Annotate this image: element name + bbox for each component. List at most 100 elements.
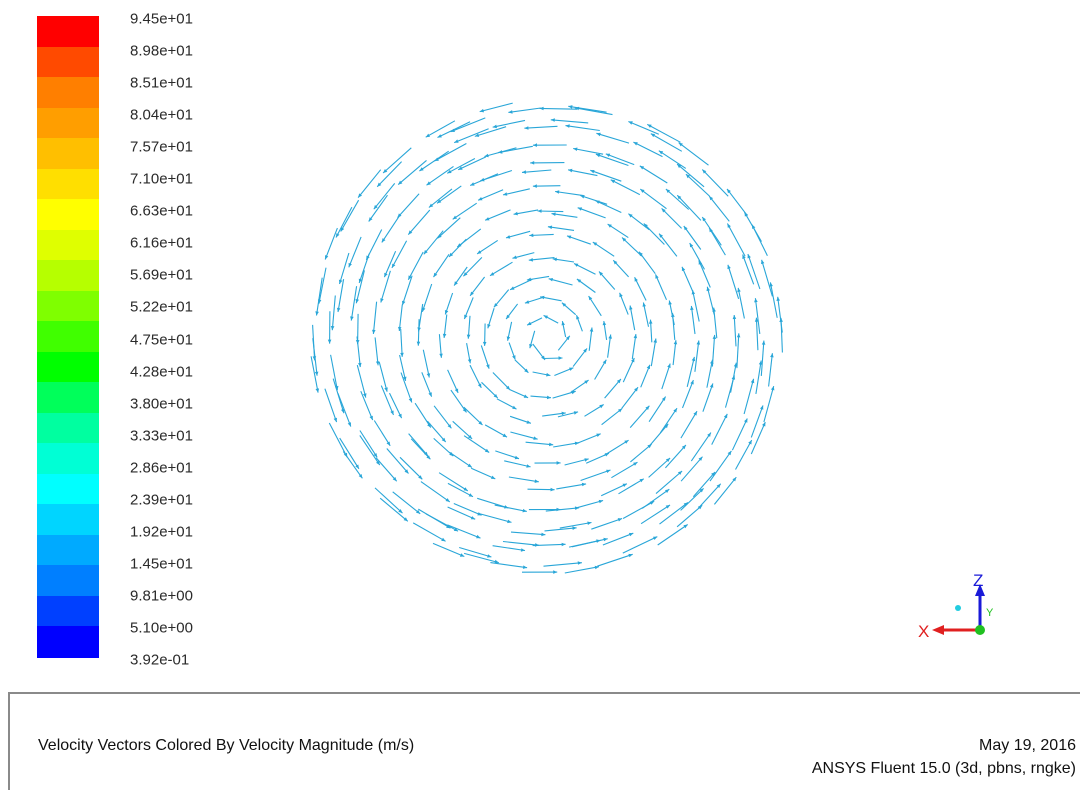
legend-color-bar xyxy=(37,16,99,658)
velocity-vector xyxy=(453,502,482,516)
velocity-vector-arrowhead xyxy=(507,519,512,524)
velocity-vector xyxy=(709,450,732,482)
velocity-vector-arrowhead xyxy=(727,188,731,194)
velocity-vector-arrowhead xyxy=(744,212,748,217)
velocity-vector-arrowhead xyxy=(373,205,378,210)
velocity-vector xyxy=(638,251,656,275)
velocity-vector-arrowhead xyxy=(380,298,384,303)
legend-swatch xyxy=(37,138,99,170)
velocity-vector xyxy=(331,295,336,331)
velocity-vector xyxy=(726,188,748,217)
velocity-vector xyxy=(425,120,456,138)
velocity-vector-arrowhead xyxy=(325,255,329,260)
velocity-vector-arrowhead xyxy=(561,321,565,326)
velocity-vector-arrowhead xyxy=(423,250,428,255)
velocity-vector-arrowhead xyxy=(574,506,580,510)
velocity-vector-arrowhead xyxy=(439,353,443,358)
velocity-vector xyxy=(665,188,690,210)
velocity-vector-arrowhead xyxy=(653,338,657,343)
velocity-vector-arrowhead xyxy=(622,237,627,242)
velocity-vector xyxy=(659,407,678,434)
velocity-vector-arrowhead xyxy=(426,373,431,378)
velocity-vector xyxy=(474,126,507,137)
velocity-vector-arrowhead xyxy=(712,307,716,312)
velocity-vector-arrowhead xyxy=(416,509,421,514)
velocity-vector-arrowhead xyxy=(572,526,577,530)
velocity-vector-arrowhead xyxy=(447,424,452,429)
velocity-vector xyxy=(640,364,651,388)
velocity-vector xyxy=(410,438,431,460)
velocity-vector xyxy=(686,356,695,388)
velocity-vector xyxy=(768,353,773,387)
velocity-vector-arrowhead xyxy=(645,405,650,410)
velocity-vector-arrowhead xyxy=(671,312,675,317)
velocity-vector xyxy=(375,457,398,482)
velocity-vector-arrowhead xyxy=(492,124,497,129)
velocity-vector-arrowhead xyxy=(681,445,686,450)
velocity-vector-arrowhead xyxy=(457,243,462,248)
velocity-vector xyxy=(392,491,421,515)
velocity-vector xyxy=(754,298,761,334)
velocity-vector xyxy=(528,257,555,261)
velocity-vector xyxy=(692,290,700,322)
velocity-vector xyxy=(649,423,669,446)
velocity-vector-arrowhead xyxy=(358,474,363,479)
velocity-vector-arrowhead xyxy=(665,458,671,462)
velocity-vector-arrowhead xyxy=(565,124,570,128)
velocity-vector-arrowhead xyxy=(673,340,678,345)
velocity-vector xyxy=(671,312,676,340)
software-version: ANSYS Fluent 15.0 (3d, pbns, rngke) xyxy=(811,760,1076,777)
velocity-vector xyxy=(676,163,705,188)
velocity-vector xyxy=(755,317,759,351)
velocity-vector-arrowhead xyxy=(642,302,646,307)
velocity-vector xyxy=(399,354,407,382)
velocity-vector xyxy=(508,107,541,113)
velocity-vector-arrowhead xyxy=(646,364,650,370)
velocity-vector xyxy=(629,405,650,428)
velocity-vector xyxy=(504,460,531,468)
velocity-vector xyxy=(359,430,378,458)
velocity-vector xyxy=(733,314,737,347)
velocity-vector xyxy=(401,275,413,306)
velocity-vector xyxy=(647,123,681,143)
velocity-vector-arrowhead xyxy=(616,379,621,384)
velocity-vector-arrowhead xyxy=(709,196,714,201)
velocity-vector xyxy=(708,195,730,222)
velocity-vector xyxy=(548,278,573,286)
velocity-vector-arrowhead xyxy=(449,452,454,457)
velocity-vector xyxy=(743,378,755,415)
velocity-vector xyxy=(763,385,775,423)
velocity-vector-arrowhead xyxy=(754,317,759,322)
velocity-vector xyxy=(372,301,378,334)
velocity-vector xyxy=(492,372,511,391)
velocity-vector xyxy=(463,435,490,453)
velocity-vector-arrowhead xyxy=(437,199,442,204)
velocity-vector-arrowhead xyxy=(425,133,430,138)
velocity-vector-arrowhead xyxy=(427,423,431,428)
velocity-vector xyxy=(576,433,601,444)
velocity-vector xyxy=(433,253,450,278)
velocity-vector xyxy=(657,524,689,546)
velocity-vector-arrowhead xyxy=(355,464,359,469)
legend-tick-label: 7.57e+01 xyxy=(130,138,193,156)
velocity-vector-arrowhead xyxy=(667,363,671,368)
velocity-vector xyxy=(708,227,726,256)
velocity-vector-arrowhead xyxy=(512,405,517,410)
velocity-vector xyxy=(412,522,446,542)
velocity-vector xyxy=(573,147,604,155)
velocity-vector xyxy=(379,497,409,522)
velocity-vector-arrowhead xyxy=(503,192,508,196)
legend-tick-label: 3.92e-01 xyxy=(130,651,190,669)
velocity-vector-arrowhead xyxy=(403,517,408,522)
velocity-vector-arrowhead xyxy=(338,279,343,284)
velocity-vector xyxy=(380,270,391,303)
velocity-vector-arrowhead xyxy=(683,226,688,231)
velocity-vector xyxy=(433,437,454,457)
velocity-vector-arrowhead xyxy=(546,372,551,377)
velocity-vector-arrowhead xyxy=(583,348,587,353)
velocity-vector-arrowhead xyxy=(421,307,426,312)
velocity-vector xyxy=(318,267,327,304)
velocity-vector xyxy=(417,303,424,332)
velocity-vector-arrowhead xyxy=(573,411,579,415)
velocity-vector-arrowhead xyxy=(487,554,492,558)
